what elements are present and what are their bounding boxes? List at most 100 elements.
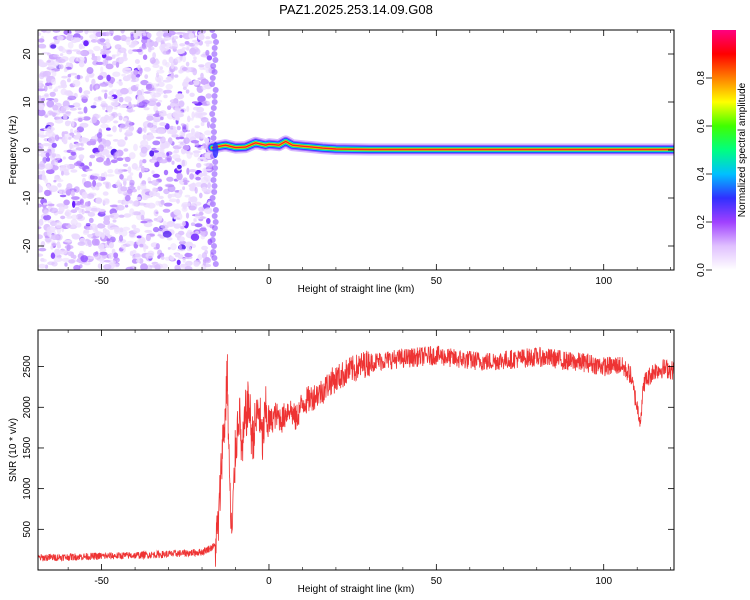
noise-speckle xyxy=(45,82,53,87)
noise-speckle xyxy=(192,59,197,64)
noise-speckle xyxy=(197,254,203,261)
noise-speckle xyxy=(55,220,63,229)
noise-speckle xyxy=(178,189,183,195)
noise-speckle xyxy=(124,136,128,141)
noise-speckle xyxy=(107,169,114,174)
noise-speckle xyxy=(204,207,213,214)
noise-speckle xyxy=(38,32,42,37)
noise-speckle xyxy=(209,123,216,129)
noise-speckle xyxy=(79,264,83,269)
noise-speckle xyxy=(206,55,213,61)
noise-speckle xyxy=(52,54,60,58)
spectrogram-xtick-label: 0 xyxy=(266,276,272,287)
noise-speckle xyxy=(167,247,171,250)
noise-speckle xyxy=(75,147,85,151)
noise-speckle xyxy=(40,241,46,248)
noise-speckle xyxy=(163,169,169,176)
noise-speckle xyxy=(190,222,196,226)
noise-speckle xyxy=(166,30,176,36)
noise-speckle xyxy=(178,244,182,250)
noise-speckle xyxy=(66,183,73,190)
noise-speckle xyxy=(152,120,158,127)
noise-speckle xyxy=(65,189,72,196)
snr-ylabel: SNR (10 * v/v) xyxy=(8,418,19,482)
noise-speckle xyxy=(68,136,72,140)
noise-speckle xyxy=(70,251,75,259)
noise-speckle xyxy=(205,162,213,168)
noise-speckle xyxy=(54,119,64,124)
noise-speckle xyxy=(197,33,205,41)
noise-speckle xyxy=(73,264,81,270)
noise-speckle xyxy=(143,222,153,228)
noise-speckle xyxy=(149,265,158,268)
noise-speckle xyxy=(68,105,75,108)
noise-speckle xyxy=(116,157,124,161)
noise-speckle xyxy=(161,114,165,117)
noise-speckle xyxy=(133,69,139,76)
noise-speckle xyxy=(141,30,146,34)
noise-speckle xyxy=(138,171,143,179)
noise-speckle xyxy=(142,134,147,141)
noise-speckle xyxy=(103,160,112,166)
noise-speckle xyxy=(157,215,163,221)
noise-speckle xyxy=(61,170,64,176)
noise-speckle xyxy=(137,185,141,191)
noise-speckle xyxy=(197,95,206,103)
noise-speckle xyxy=(108,90,115,96)
noise-speckle xyxy=(136,258,141,264)
noise-speckle xyxy=(118,235,124,242)
noise-speckle xyxy=(204,40,213,45)
noise-speckle xyxy=(69,72,78,76)
noise-speckle xyxy=(106,134,113,137)
noise-speckle xyxy=(81,45,86,49)
noise-speckle xyxy=(199,172,203,178)
noise-speckle xyxy=(95,197,103,205)
noise-speckle xyxy=(164,36,171,41)
noise-speckle xyxy=(192,68,198,76)
noise-speckle xyxy=(83,40,89,47)
noise-speckle xyxy=(161,43,168,47)
noise-speckle xyxy=(53,180,57,183)
noise-speckle xyxy=(126,39,131,46)
noise-speckle xyxy=(190,244,197,248)
noise-speckle xyxy=(129,208,135,216)
noise-speckle xyxy=(186,246,192,252)
noise-speckle xyxy=(108,252,114,260)
noise-speckle xyxy=(45,30,52,34)
noise-speckle xyxy=(163,89,172,94)
noise-speckle xyxy=(106,74,111,82)
noise-speckle xyxy=(53,257,63,263)
noise-speckle xyxy=(58,45,64,52)
signal-band xyxy=(211,140,674,151)
noise-speckle xyxy=(159,147,165,154)
noise-speckle xyxy=(163,94,168,99)
noise-speckle xyxy=(182,86,187,91)
noise-speckle xyxy=(194,111,202,117)
noise-speckle xyxy=(108,115,114,121)
noise-speckle xyxy=(38,263,46,269)
noise-speckle xyxy=(209,75,216,81)
noise-speckle xyxy=(157,81,165,88)
noise-speckle xyxy=(146,32,152,39)
noise-speckle xyxy=(62,114,68,121)
noise-speckle xyxy=(97,263,103,269)
noise-speckle xyxy=(101,72,107,77)
noise-speckle xyxy=(119,123,129,130)
noise-speckle xyxy=(131,76,140,82)
noise-speckle xyxy=(47,203,55,207)
noise-speckle xyxy=(147,46,152,53)
noise-speckle xyxy=(70,169,78,173)
noise-speckle xyxy=(74,30,84,34)
noise-speckle xyxy=(58,106,67,114)
noise-speckle xyxy=(50,220,57,227)
noise-speckle xyxy=(209,111,216,117)
noise-speckle xyxy=(160,136,166,144)
noise-speckle xyxy=(142,33,147,36)
noise-speckle xyxy=(59,53,64,57)
noise-speckle xyxy=(102,59,107,66)
noise-speckle xyxy=(113,263,120,268)
noise-speckle xyxy=(38,38,45,43)
noise-speckle xyxy=(122,163,129,167)
colorbar-tick-label: 0.8 xyxy=(696,71,707,85)
noise-speckle xyxy=(41,97,46,102)
